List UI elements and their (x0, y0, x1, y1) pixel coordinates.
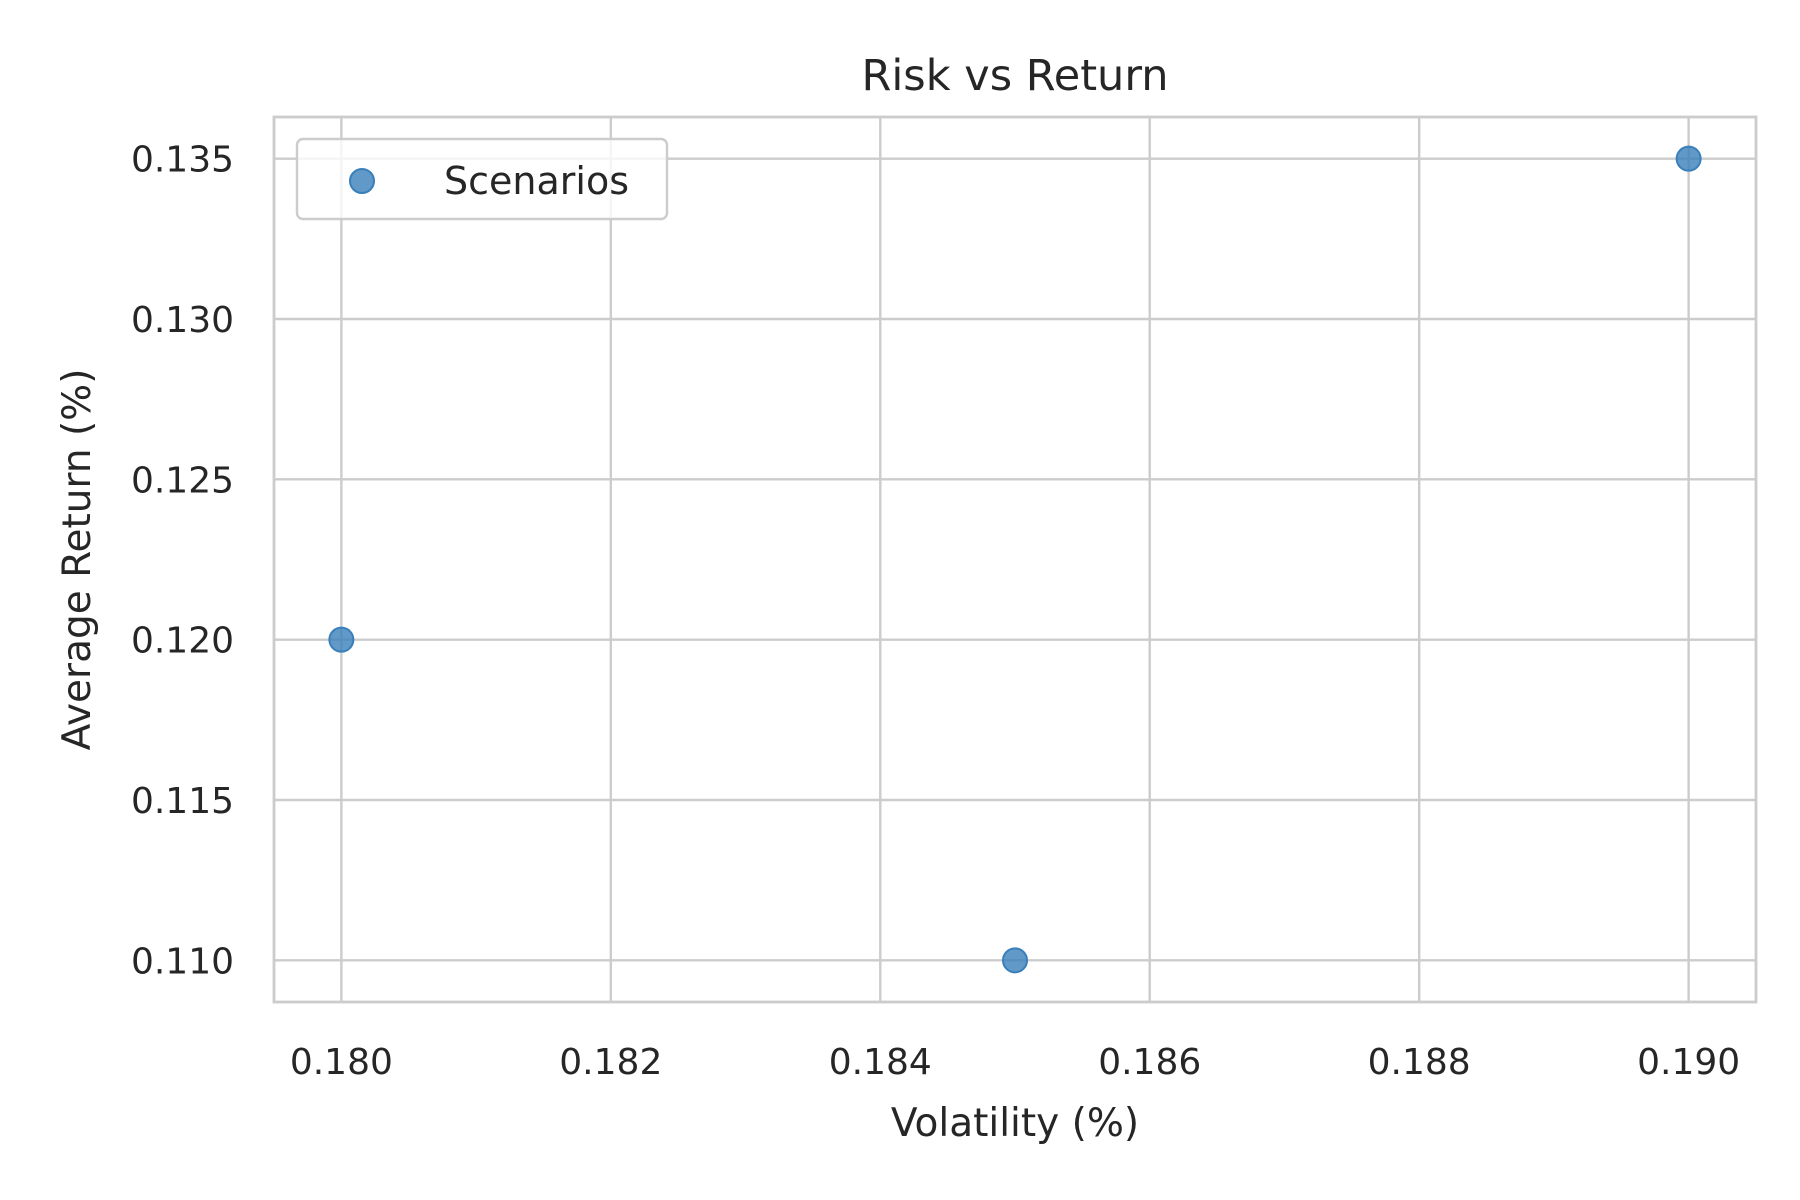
legend-label-scenarios: Scenarios (444, 159, 629, 203)
x-axis-label: Volatility (%) (891, 1101, 1139, 1146)
x-tick-label: 0.182 (559, 1042, 662, 1083)
y-tick-label: 0.135 (131, 140, 234, 181)
scatter-point (1002, 947, 1028, 974)
y-tick-label: 0.115 (131, 781, 234, 822)
legend-box (295, 137, 669, 221)
plot-frame (272, 115, 1758, 1004)
scatter-point (1675, 145, 1702, 172)
y-tick-labels: 0.110 0.115 0.120 0.125 0.130 0.135 (131, 140, 234, 983)
points-layer (328, 145, 1702, 974)
y-tick-label: 0.125 (131, 460, 234, 501)
grid-layer (274, 117, 1756, 1002)
x-tick-label: 0.186 (1098, 1042, 1201, 1083)
legend: Scenarios (295, 137, 669, 221)
legend-marker-scenarios (349, 168, 375, 194)
x-tick-label: 0.188 (1368, 1042, 1471, 1083)
y-tick-label: 0.120 (131, 621, 234, 662)
y-axis-label: Average Return (%) (55, 369, 100, 751)
y-tick-label: 0.110 (131, 941, 234, 982)
x-tick-labels: 0.180 0.182 0.184 0.186 0.188 0.190 (290, 1042, 1740, 1083)
x-tick-label: 0.190 (1637, 1042, 1740, 1083)
chart-title: Risk vs Return (861, 51, 1168, 101)
x-tick-label: 0.180 (290, 1042, 393, 1083)
scatter-point (328, 626, 355, 653)
y-tick-label: 0.130 (131, 300, 234, 341)
x-tick-label: 0.184 (829, 1042, 932, 1083)
